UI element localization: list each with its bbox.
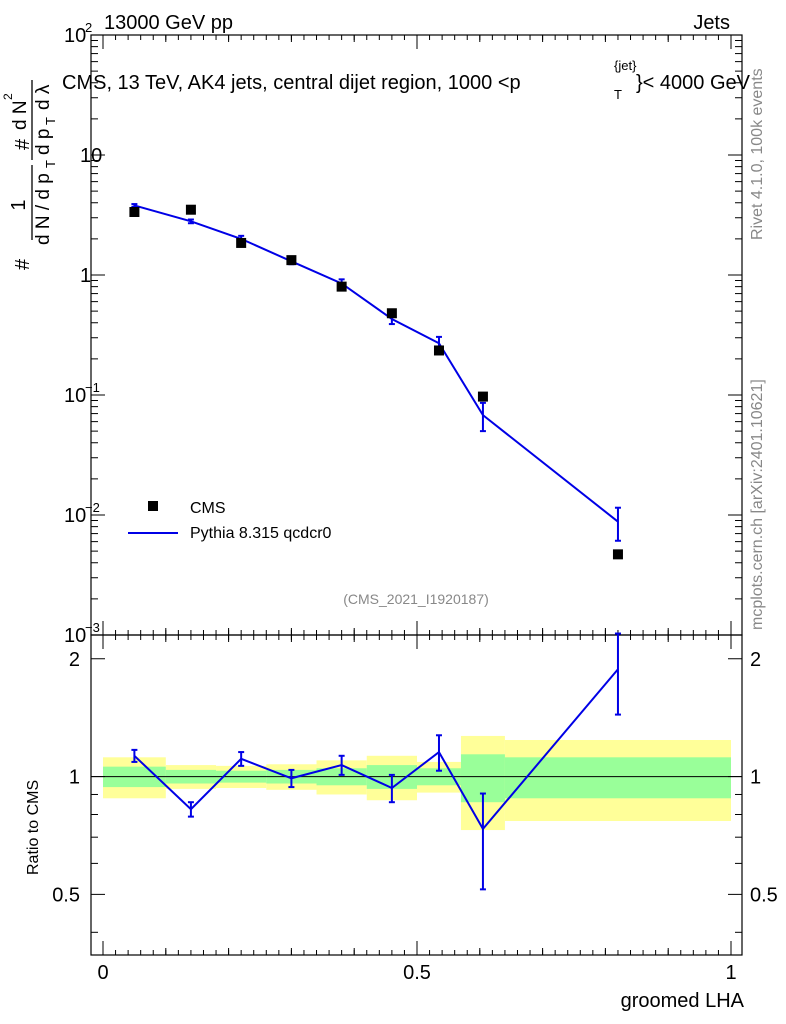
title-text-end: }< 4000 GeV — [636, 72, 751, 94]
y-tick-label-main: 10−3 — [64, 620, 100, 647]
ratio-band-inner — [504, 757, 731, 799]
svg-text:d λ: d λ — [33, 84, 54, 110]
y-tick-exponent: −3 — [85, 620, 100, 635]
legend: CMS Pythia 8.315 qcdcr0 — [128, 500, 332, 542]
ratio-y-tick-label: 0.5 — [52, 884, 80, 906]
y-tick-exponent: −2 — [85, 500, 100, 515]
svg-text:T: T — [43, 160, 58, 168]
legend-cms-label: CMS — [190, 500, 226, 517]
ylabel-hash-2: # — [12, 138, 34, 150]
mcplots-label: mcplots.cern.ch [arXiv:2401.10621] — [749, 379, 766, 630]
y-tick-label-main: 1 — [80, 265, 91, 287]
x-axis-label: groomed LHA — [621, 990, 745, 1012]
y-tick-label-main: 10−2 — [64, 500, 100, 527]
y-tick-base: 1 — [80, 265, 91, 287]
x-tick-label: 0.5 — [403, 962, 431, 984]
y-tick-label-main: 10−1 — [64, 380, 100, 407]
ylabel-dn-dpt: d N / d p — [33, 173, 54, 245]
svg-text:2: 2 — [1, 93, 15, 100]
y-tick-base: 10 — [64, 385, 86, 407]
x-tick-label: 1 — [725, 962, 736, 984]
y-tick-base: 10 — [80, 145, 102, 167]
title-subscript: T — [614, 87, 622, 102]
mc-line-main — [134, 204, 619, 523]
analysis-watermark: (CMS_2021_I1920187) — [343, 591, 489, 607]
y-axis-label-ratio: Ratio to CMS — [25, 780, 42, 875]
cms-data-point — [286, 255, 297, 266]
title-superscript: {jet} — [614, 58, 637, 73]
ratio-y-tick-label: 2 — [69, 649, 80, 671]
x-tick-label: 0 — [97, 962, 108, 984]
y-tick-base: 10 — [64, 25, 86, 47]
ratio-y-tick-label-right: 2 — [750, 649, 761, 671]
header-category: Jets — [693, 12, 730, 34]
y-tick-label-main: 10 — [80, 145, 102, 167]
cms-data-point — [477, 391, 488, 402]
cms-data-point — [336, 281, 347, 292]
cms-data-point — [386, 308, 397, 319]
y-tick-exponent: −1 — [85, 380, 100, 395]
title-text: CMS, 13 TeV, AK4 jets, central dijet reg… — [62, 72, 521, 94]
y-tick-base: 10 — [64, 505, 86, 527]
y-tick-label-main: 102 — [64, 20, 92, 47]
ratio-y-tick-label-right: 0.5 — [750, 884, 778, 906]
cms-data-point — [433, 345, 444, 356]
cms-data-point — [129, 206, 140, 217]
svg-text:T: T — [43, 117, 58, 125]
ratio-y-tick-label-right: 1 — [750, 767, 761, 789]
legend-mc-label: Pythia 8.315 qcdcr0 — [190, 525, 332, 542]
y-tick-base: 10 — [64, 625, 86, 647]
y-tick-exponent: 2 — [85, 20, 92, 35]
header-process: 13000 GeV pp — [104, 12, 233, 34]
ratio-y-tick-label: 1 — [69, 767, 80, 789]
ylabel-one: 1 — [8, 199, 30, 210]
y-axis-label-main: # 1 d N / d p T # d N 2 d p T d λ — [1, 80, 58, 270]
ylabel-hash-1: # — [12, 258, 34, 270]
legend-cms-marker — [148, 501, 158, 511]
svg-text:d N: d N — [10, 100, 31, 130]
cms-data-point — [612, 549, 623, 560]
cms-data-point — [236, 237, 247, 248]
svg-text:d p: d p — [33, 129, 54, 155]
plot-title: CMS, 13 TeV, AK4 jets, central dijet reg… — [62, 58, 751, 102]
rivet-version-label: Rivet 4.1.0, 100k events — [749, 68, 766, 240]
cms-data-point — [185, 204, 196, 215]
ratio-panel: 0.5 0.5 1 1 2 2 0 0.5 1 — [52, 632, 778, 984]
main-frame-border — [90, 34, 743, 636]
